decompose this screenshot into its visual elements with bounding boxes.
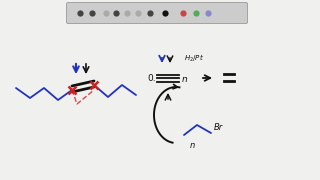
Text: Br: Br: [214, 123, 223, 132]
Text: $H_2/Pt$: $H_2/Pt$: [184, 52, 204, 64]
Text: 0.: 0.: [148, 73, 156, 82]
FancyBboxPatch shape: [67, 3, 247, 24]
Text: n: n: [190, 141, 195, 150]
Text: n: n: [182, 75, 188, 84]
